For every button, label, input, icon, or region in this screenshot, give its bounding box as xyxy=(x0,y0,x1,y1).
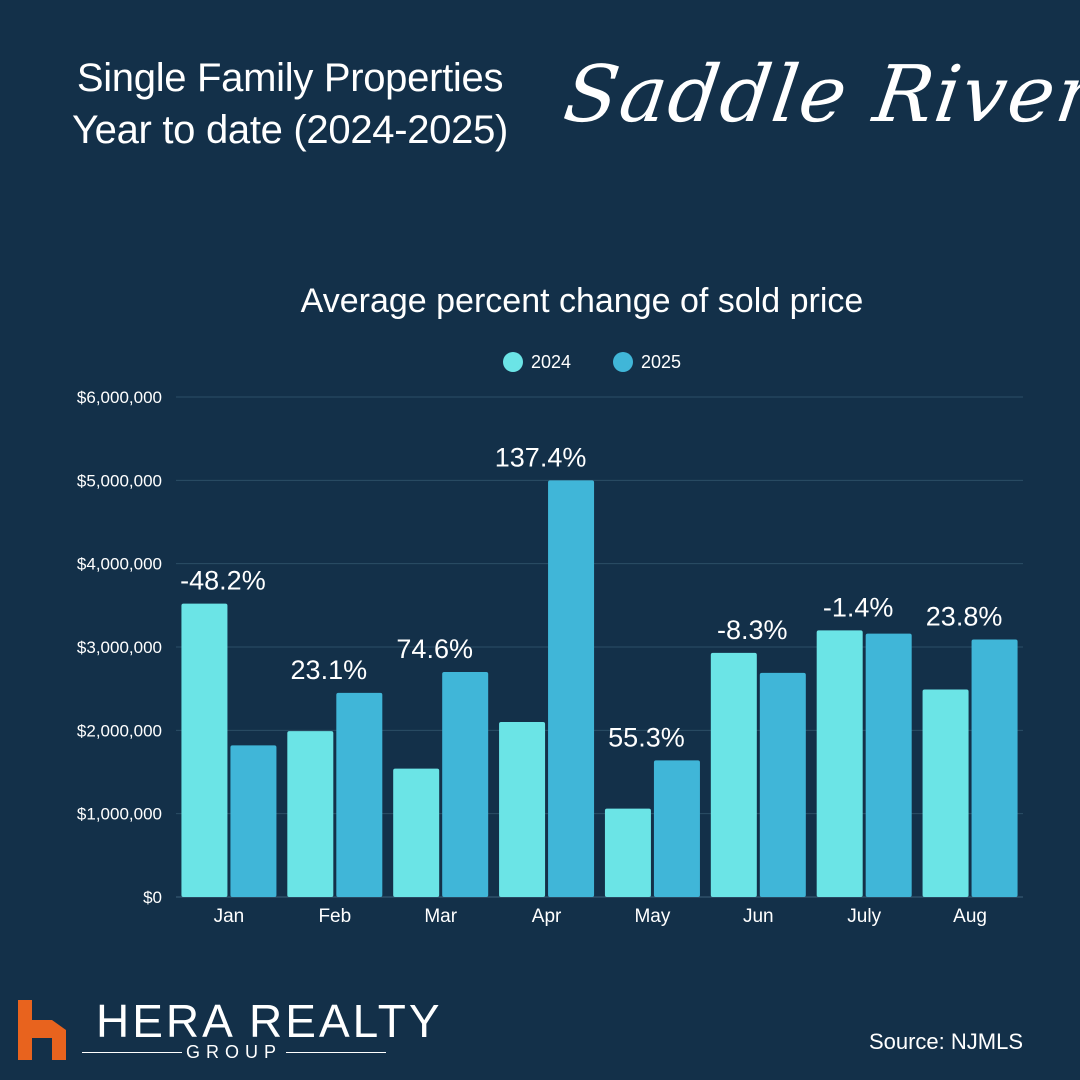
source-note: Source: NJMLS xyxy=(868,1029,1023,1054)
bar-2025-feb xyxy=(336,692,383,897)
y-tick-label: $2,000,000 xyxy=(77,721,162,740)
logo-rule-left xyxy=(82,1052,182,1053)
legend-marker-2024 xyxy=(503,352,523,372)
bar-2024-aug xyxy=(922,689,969,897)
page-title: Single Family Properties Year to date (2… xyxy=(20,52,560,156)
percent-change-label: -1.4% xyxy=(823,592,894,622)
x-tick-label: Apr xyxy=(532,906,562,927)
bar-2024-mar xyxy=(393,768,440,897)
logo-h-icon xyxy=(18,1000,66,1060)
chart-title: Average percent change of sold price xyxy=(301,282,864,320)
y-tick-label: $5,000,000 xyxy=(77,471,162,490)
x-tick-label: Jan xyxy=(214,906,245,927)
y-tick-label: $0 xyxy=(143,888,162,907)
bar-2024-apr xyxy=(499,722,546,897)
bar-2025-aug xyxy=(971,639,1018,897)
title-line-1: Single Family Properties xyxy=(76,56,504,100)
percent-change-label: -8.3% xyxy=(717,615,788,645)
y-tick-label: $3,000,000 xyxy=(77,638,162,657)
legend-label-2024: 2024 xyxy=(531,352,571,372)
percent-change-label: 74.6% xyxy=(396,634,473,664)
bar-2025-jun xyxy=(759,672,806,897)
percent-change-label: 137.4% xyxy=(495,442,587,472)
x-tick-label: Aug xyxy=(953,906,987,927)
bar-chart: Average percent change of sold price 2024… xyxy=(77,282,1023,927)
bar-2025-apr xyxy=(548,480,595,897)
legend-marker-2025 xyxy=(613,352,633,372)
company-logo: HERA REALTY GROUP xyxy=(16,996,440,1066)
bar-2025-jan xyxy=(230,745,277,897)
bar-2024-feb xyxy=(287,731,334,897)
logo-name: HERA REALTY xyxy=(96,995,443,1047)
x-tick-label: Jun xyxy=(743,906,774,927)
logo-sub-text: GROUP xyxy=(185,1042,282,1062)
x-tick-label: Feb xyxy=(318,906,351,927)
x-tick-label: Mar xyxy=(424,906,457,927)
logo-rule-right xyxy=(286,1052,386,1053)
logo-subtitle: GROUP xyxy=(82,1042,386,1062)
bar-2025-mar xyxy=(442,672,489,897)
bar-2024-jun xyxy=(710,652,757,897)
percent-change-label: 23.1% xyxy=(291,655,368,685)
legend-label-2025: 2025 xyxy=(641,352,681,372)
bar-2025-july xyxy=(865,633,912,897)
title-line-2: Year to date (2024-2025) xyxy=(71,108,509,152)
percent-change-label: -48.2% xyxy=(180,566,266,596)
y-tick-label: $1,000,000 xyxy=(77,805,162,824)
y-tick-label: $6,000,000 xyxy=(77,388,162,407)
bar-2025-may xyxy=(653,760,700,897)
x-tick-label: July xyxy=(847,906,881,927)
bar-2024-jan xyxy=(181,603,228,897)
percent-change-label: 23.8% xyxy=(926,602,1003,632)
y-tick-label: $4,000,000 xyxy=(77,555,162,574)
percent-change-label: 55.3% xyxy=(608,722,685,752)
location-script-title: Saddle River xyxy=(558,50,1080,140)
bar-2024-may xyxy=(604,808,651,897)
x-tick-label: May xyxy=(634,906,670,927)
bar-2024-july xyxy=(816,630,863,897)
